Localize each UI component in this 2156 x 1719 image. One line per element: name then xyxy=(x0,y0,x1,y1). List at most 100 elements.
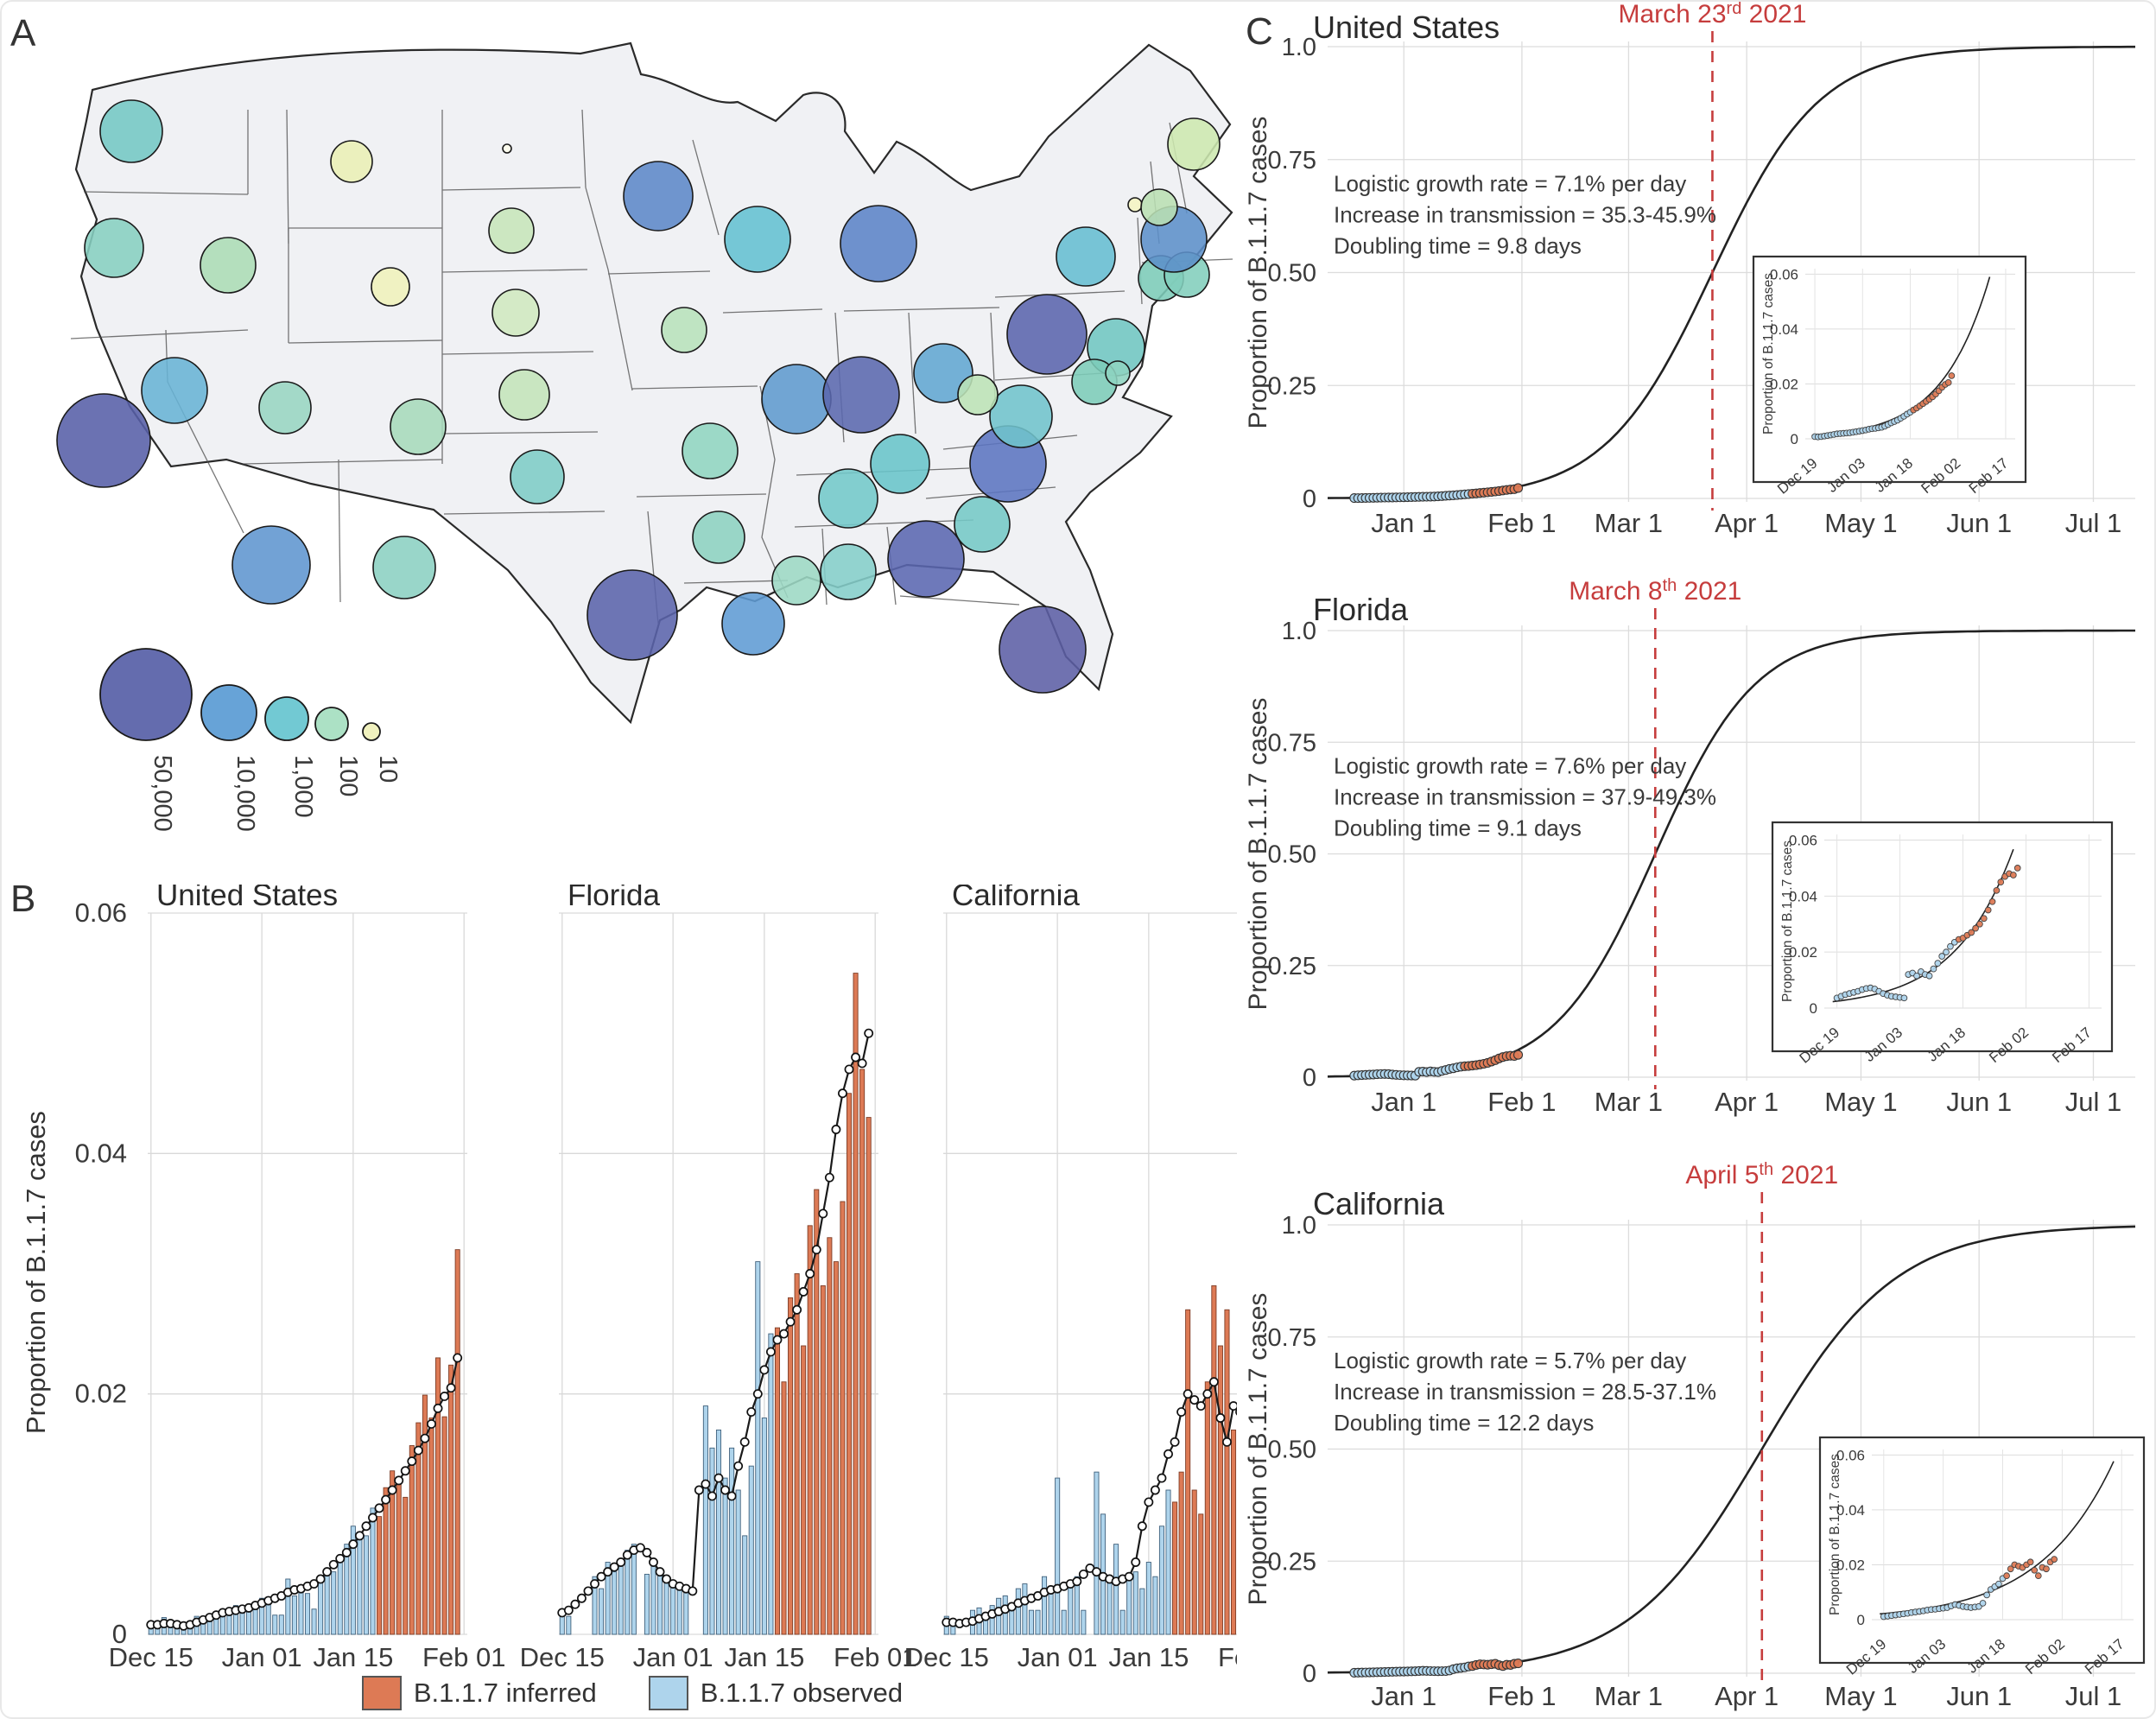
observed-bar xyxy=(1119,1609,1126,1635)
bars-group xyxy=(559,973,872,1635)
state-border-line xyxy=(441,431,599,435)
state-border-line xyxy=(441,269,588,273)
observed-bar xyxy=(1022,1583,1028,1635)
c-y-tick-label: 1.0 xyxy=(1282,34,1316,61)
inferred-bar xyxy=(827,1237,833,1635)
map-size-legend: 50,000 10,000 1,000 100 10 xyxy=(99,648,402,832)
state-border-line xyxy=(581,109,587,188)
inferred-bar xyxy=(1224,1309,1230,1635)
c-stats-line: Doubling time = 9.1 days xyxy=(1334,815,1582,840)
state-border-line xyxy=(83,191,249,195)
trend-marker xyxy=(785,1316,796,1327)
trend-marker xyxy=(1189,1395,1200,1405)
inferred-bar xyxy=(454,1249,460,1635)
observed-bar xyxy=(331,1571,337,1635)
observed-bar xyxy=(350,1526,356,1635)
c-y-tick-label: 0.50 xyxy=(1268,1437,1316,1464)
c-x-tick-label: Jun 1 xyxy=(1946,1681,2012,1711)
trend-marker xyxy=(831,1125,841,1134)
trend-marker xyxy=(818,1208,828,1219)
state-bubble-texas xyxy=(587,569,678,661)
state-bubble-new-york xyxy=(1056,226,1116,287)
state-border-line xyxy=(908,312,916,435)
trend-marker xyxy=(576,1593,587,1603)
trend-marker xyxy=(440,1392,450,1401)
legend-size-label: 10,000 xyxy=(231,755,259,832)
trend-marker xyxy=(811,1245,821,1255)
trend-marker xyxy=(368,1513,377,1523)
trend-marker xyxy=(354,1531,365,1541)
c-stats-line: Logistic growth rate = 7.1% per day xyxy=(1334,170,1686,196)
c-y-tick-label: 0.75 xyxy=(1268,729,1316,757)
observed-bar xyxy=(702,1405,708,1635)
c-x-tick-label: Mar 1 xyxy=(1595,1087,1663,1117)
trend-marker xyxy=(1235,1408,1237,1416)
observed-bar xyxy=(599,1588,605,1635)
trend-marker xyxy=(864,1028,874,1038)
c-x-tick-label: May 1 xyxy=(1824,508,1897,538)
state-bubble-iowa xyxy=(661,307,707,353)
b-subplot-0: 0 0.02 0.04 0.06 Dec 15 Jan 01 Jan 15 Feb 01 Uni… xyxy=(75,885,506,1672)
trend-marker xyxy=(590,1579,599,1589)
state-bubble-washington xyxy=(99,99,163,163)
b-x-tick-label: Feb 01 xyxy=(422,1642,506,1672)
c-subplot-2: 0 0.25 0.50 0.75 1.0 Jan 1 Feb 1 Mar 1 Apr 1 May … xyxy=(1244,1160,2146,1711)
trend-marker xyxy=(328,1559,339,1570)
b-subplot-title: United States xyxy=(156,885,338,912)
c-x-tick-label: Apr 1 xyxy=(1715,508,1779,538)
state-bubble-arkansas xyxy=(692,511,745,564)
c-y-tick-label: 1.0 xyxy=(1282,618,1316,645)
inset-y-tick-label: 0 xyxy=(1857,1612,1865,1628)
observed-bar xyxy=(1152,1576,1158,1635)
inferred-bar xyxy=(814,1189,820,1635)
state-border-line xyxy=(338,459,341,603)
state-border-line xyxy=(631,385,758,390)
state-border-line xyxy=(722,308,823,314)
inset-scatter-point xyxy=(1934,960,1942,967)
c-x-tick-label: Jan 1 xyxy=(1371,508,1436,538)
state-border-line xyxy=(636,493,767,498)
trend-marker xyxy=(563,1605,574,1615)
inset-scatter-point xyxy=(1925,972,1933,980)
state-bubble-virginia xyxy=(989,384,1053,448)
state-bubble-arizona xyxy=(231,525,311,605)
b-subplot-2: Dec 15 Jan 01 Jan 15 Feb 01 California xyxy=(904,885,1237,1672)
trend-marker xyxy=(759,1365,770,1375)
trend-marker xyxy=(583,1586,593,1596)
trend-marker xyxy=(1157,1473,1167,1483)
trend-marker xyxy=(707,1491,717,1501)
inferred-bar xyxy=(774,1327,780,1635)
inferred-bar xyxy=(788,1297,794,1635)
c-x-tick-label: Jul 1 xyxy=(2065,508,2121,538)
b-y-tick-label: 0.04 xyxy=(75,1138,127,1168)
c-x-tick-label: Jan 1 xyxy=(1371,1087,1436,1117)
c-stats-line: Increase in transmission = 35.3-45.9% xyxy=(1334,201,1716,227)
trend-marker xyxy=(824,1172,834,1183)
c-y-tick-label: 0 xyxy=(1303,1660,1316,1688)
trend-marker xyxy=(341,1547,352,1557)
trend-marker xyxy=(453,1353,463,1363)
state-border-line xyxy=(843,307,1000,312)
c-x-tick-label: Jun 1 xyxy=(1946,1087,2012,1117)
c-y-axis-label: Proportion of B.1.1.7 cases xyxy=(1244,1293,1272,1606)
observed-bar xyxy=(1028,1609,1034,1635)
c-x-tick-label: Apr 1 xyxy=(1715,1087,1779,1117)
c-y-tick-label: 0.50 xyxy=(1268,260,1316,288)
midpoint-date-label: April 5th 2021 xyxy=(1685,1160,1838,1189)
trend-marker xyxy=(649,1557,658,1567)
state-bubble-vermont xyxy=(1127,197,1143,212)
c-y-axis-label: Proportion of B.1.1.7 cases xyxy=(1244,117,1272,429)
observed-bar xyxy=(1042,1576,1048,1635)
inferred-bar xyxy=(807,1225,813,1635)
state-bubble-west-virginia xyxy=(957,374,999,415)
observed-bar xyxy=(298,1591,304,1635)
b-x-tick-label: Jan 01 xyxy=(633,1642,713,1672)
state-border-line xyxy=(607,270,711,275)
inferred-bar xyxy=(441,1416,447,1635)
legend-size-label: 100 xyxy=(334,755,362,796)
trend-marker xyxy=(335,1553,346,1564)
inferred-bar xyxy=(428,1418,434,1635)
inset-frame xyxy=(1752,255,2027,484)
b-y-tick-label: 0.02 xyxy=(75,1379,127,1409)
observed-bar xyxy=(729,1447,735,1635)
